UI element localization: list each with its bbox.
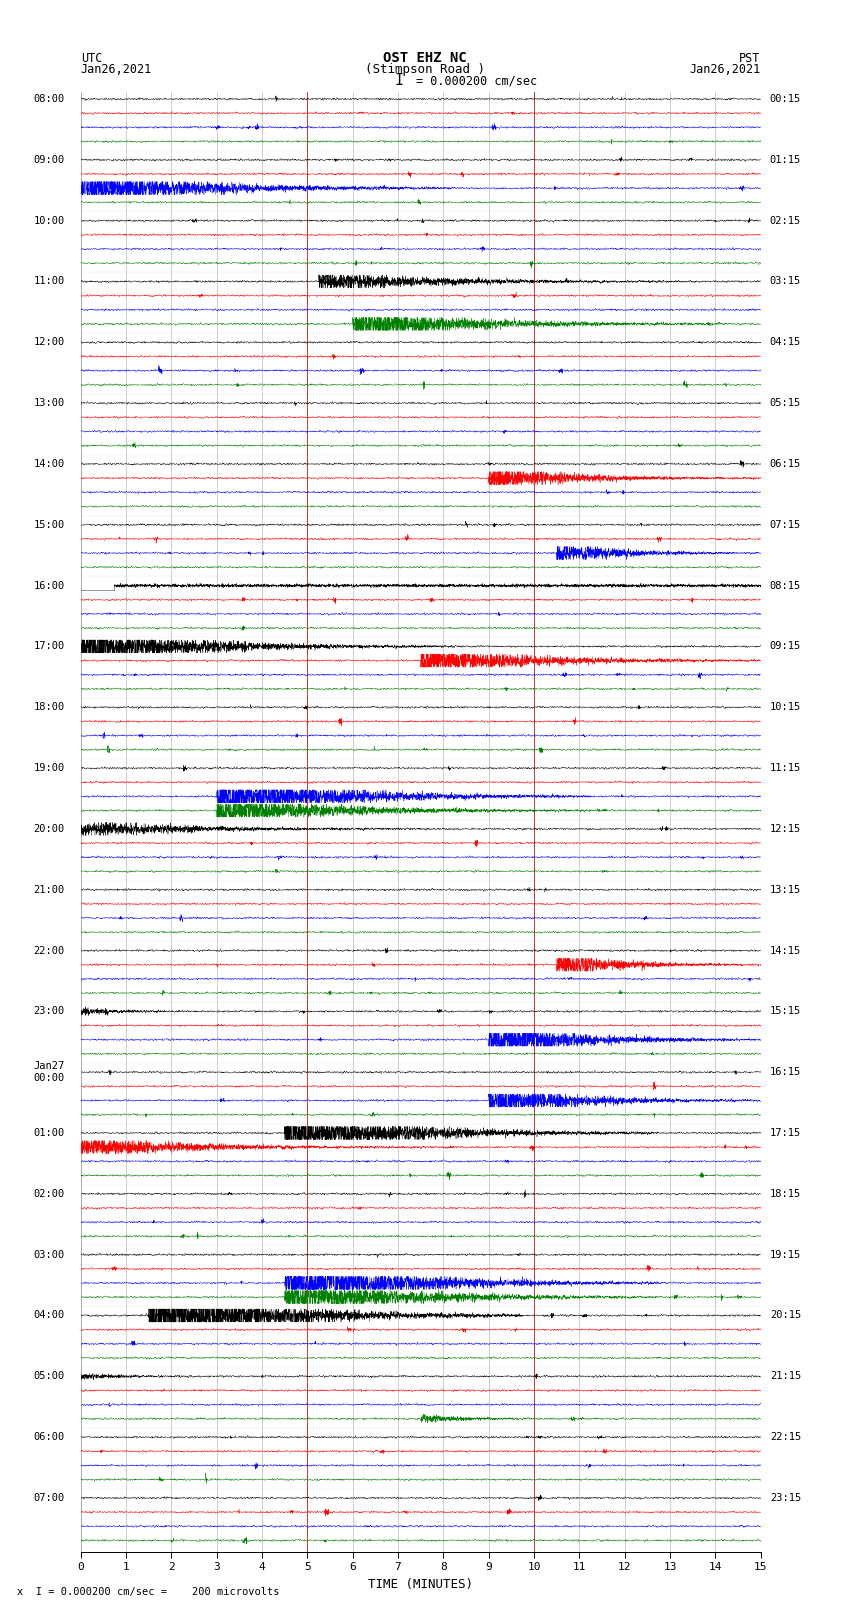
- Text: 18:15: 18:15: [770, 1189, 801, 1198]
- Text: 07:00: 07:00: [34, 1494, 65, 1503]
- Text: 01:15: 01:15: [770, 155, 801, 165]
- Text: 10:15: 10:15: [770, 702, 801, 713]
- Text: (Stimpson Road ): (Stimpson Road ): [365, 63, 485, 76]
- Text: x  I = 0.000200 cm/sec =    200 microvolts: x I = 0.000200 cm/sec = 200 microvolts: [17, 1587, 280, 1597]
- Text: 14:00: 14:00: [34, 460, 65, 469]
- Text: OST EHZ NC: OST EHZ NC: [383, 52, 467, 65]
- Text: 22:15: 22:15: [770, 1432, 801, 1442]
- Text: 13:00: 13:00: [34, 398, 65, 408]
- Text: 11:00: 11:00: [34, 276, 65, 287]
- Text: 08:15: 08:15: [770, 581, 801, 590]
- Text: Jan26,2021: Jan26,2021: [81, 63, 152, 76]
- Text: 19:00: 19:00: [34, 763, 65, 773]
- Text: 20:00: 20:00: [34, 824, 65, 834]
- Text: 21:15: 21:15: [770, 1371, 801, 1381]
- Text: 15:15: 15:15: [770, 1007, 801, 1016]
- Text: 22:00: 22:00: [34, 945, 65, 955]
- Text: 12:00: 12:00: [34, 337, 65, 347]
- Text: 16:15: 16:15: [770, 1068, 801, 1077]
- Text: 03:15: 03:15: [770, 276, 801, 287]
- Text: 16:00: 16:00: [34, 581, 65, 590]
- Text: 09:00: 09:00: [34, 155, 65, 165]
- Text: 02:15: 02:15: [770, 216, 801, 226]
- Text: I: I: [395, 73, 404, 87]
- Text: Jan26,2021: Jan26,2021: [689, 63, 761, 76]
- Text: 04:15: 04:15: [770, 337, 801, 347]
- Text: 21:00: 21:00: [34, 884, 65, 895]
- Text: 19:15: 19:15: [770, 1250, 801, 1260]
- Text: UTC: UTC: [81, 52, 102, 65]
- Text: 17:15: 17:15: [770, 1127, 801, 1139]
- Text: 06:00: 06:00: [34, 1432, 65, 1442]
- Text: 07:15: 07:15: [770, 519, 801, 529]
- Text: = 0.000200 cm/sec: = 0.000200 cm/sec: [416, 74, 537, 87]
- Text: 17:00: 17:00: [34, 642, 65, 652]
- Text: 23:00: 23:00: [34, 1007, 65, 1016]
- Text: 02:00: 02:00: [34, 1189, 65, 1198]
- Text: 05:00: 05:00: [34, 1371, 65, 1381]
- Text: 23:15: 23:15: [770, 1494, 801, 1503]
- Text: 05:15: 05:15: [770, 398, 801, 408]
- Text: 15:00: 15:00: [34, 519, 65, 529]
- Text: 03:00: 03:00: [34, 1250, 65, 1260]
- Text: 14:15: 14:15: [770, 945, 801, 955]
- Text: Jan27
00:00: Jan27 00:00: [34, 1061, 65, 1082]
- Text: 06:15: 06:15: [770, 460, 801, 469]
- Text: 01:00: 01:00: [34, 1127, 65, 1139]
- Text: 20:15: 20:15: [770, 1310, 801, 1321]
- Text: 08:00: 08:00: [34, 94, 65, 103]
- Text: 04:00: 04:00: [34, 1310, 65, 1321]
- Text: 18:00: 18:00: [34, 702, 65, 713]
- Text: 00:15: 00:15: [770, 94, 801, 103]
- X-axis label: TIME (MINUTES): TIME (MINUTES): [368, 1578, 473, 1590]
- Text: 12:15: 12:15: [770, 824, 801, 834]
- Text: 13:15: 13:15: [770, 884, 801, 895]
- Text: PST: PST: [740, 52, 761, 65]
- Text: 09:15: 09:15: [770, 642, 801, 652]
- Text: 11:15: 11:15: [770, 763, 801, 773]
- Text: 10:00: 10:00: [34, 216, 65, 226]
